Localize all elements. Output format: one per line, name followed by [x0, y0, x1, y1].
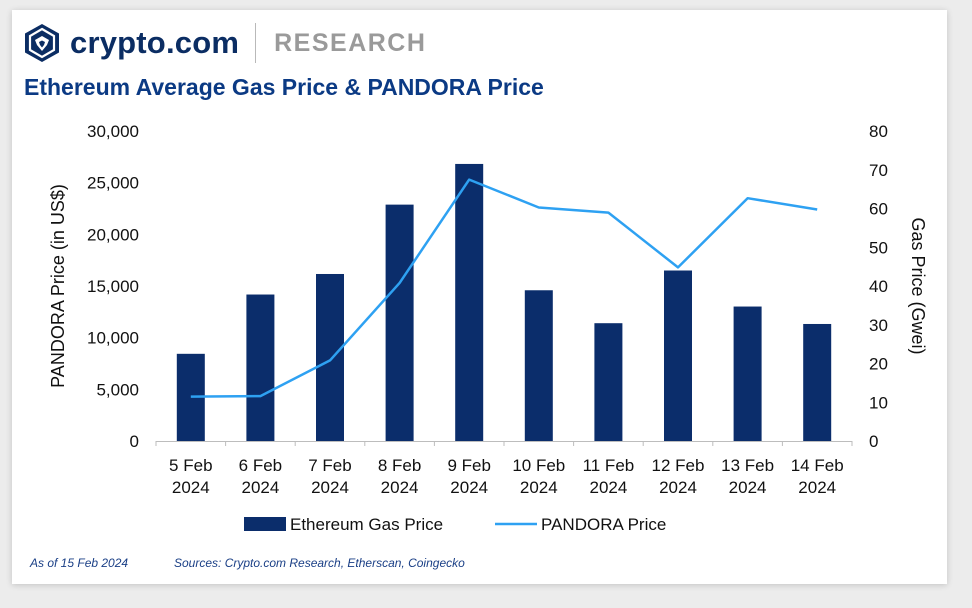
as-of-note: As of 15 Feb 2024	[30, 556, 129, 570]
gas-price-bar	[316, 273, 344, 441]
legend-label-pandora-price: PANDORA Price	[541, 515, 666, 534]
right-axis-tick-label: 0	[869, 432, 878, 451]
sources-note: Sources: Crypto.com Research, Etherscan,…	[174, 556, 465, 570]
x-axis-tick-label: 2024	[798, 478, 836, 497]
left-axis-tick-label: 0	[130, 432, 139, 451]
x-axis-tick-label: 2024	[172, 478, 210, 497]
left-axis-tick-label: 30,000	[87, 122, 139, 141]
pandora-price-line	[190, 178, 818, 398]
left-axis-title: PANDORA Price (in US$)	[48, 184, 68, 388]
right-axis-tick-label: 80	[869, 122, 888, 141]
x-axis-tick-label: 2024	[729, 478, 767, 497]
x-axis-tick-label: 11 Feb	[583, 456, 635, 475]
gas-price-bar	[524, 290, 553, 441]
x-axis-tick-label: 13 Feb	[721, 456, 774, 475]
left-axis-tick-label: 5,000	[96, 380, 139, 399]
gas-price-bar	[803, 323, 832, 441]
x-axis-tick-label: 5 Feb	[169, 456, 212, 475]
x-axis-tick-label: 12 Feb	[652, 456, 705, 475]
gas-price-bar	[455, 163, 484, 441]
x-axis-tick-label: 9 Feb	[447, 456, 490, 475]
gas-price-bar	[664, 270, 692, 441]
x-axis-tick-label: 14 Feb	[791, 456, 844, 475]
right-axis-tick-label: 70	[869, 161, 888, 180]
x-axis-tick-label: 2024	[241, 478, 279, 497]
right-axis-tick-label: 10	[869, 393, 888, 412]
gas-price-bar	[246, 294, 275, 441]
x-axis-tick-label: 2024	[589, 478, 627, 497]
chart-title: Ethereum Average Gas Price & PANDORA Pri…	[24, 74, 544, 100]
right-axis-title: Gas Price (Gwei)	[908, 217, 928, 354]
legend-swatch-gas-price	[244, 517, 286, 531]
gas-price-bar	[594, 323, 623, 441]
x-axis-tick-label: 2024	[311, 478, 349, 497]
section-label: RESEARCH	[274, 28, 427, 57]
x-axis-tick-label: 2024	[520, 478, 558, 497]
right-axis-tick-label: 50	[869, 238, 888, 257]
left-axis-tick-label: 25,000	[87, 174, 139, 193]
x-axis-tick-label: 2024	[659, 478, 697, 497]
x-axis-tick-label: 2024	[381, 478, 419, 497]
gas-price-bar	[733, 306, 762, 441]
x-axis-tick-label: 6 Feb	[239, 456, 282, 475]
right-axis-tick-label: 40	[869, 277, 888, 296]
right-axis-tick-label: 30	[869, 316, 888, 335]
header-divider	[255, 23, 257, 63]
x-axis-tick-label: 2024	[450, 478, 488, 497]
legend-label-gas-price: Ethereum Gas Price	[290, 515, 443, 534]
left-axis-tick-label: 15,000	[87, 277, 139, 296]
x-axis-tick-label: 10 Feb	[512, 456, 565, 475]
brand-header: crypto.com RESEARCH	[24, 22, 426, 64]
x-axis-tick-label: 7 Feb	[308, 456, 351, 475]
crypto-com-lion-shield-icon	[25, 24, 59, 62]
gas-price-bar	[385, 204, 414, 441]
brand-name: crypto.com	[70, 25, 240, 60]
x-axis-tick-label: 8 Feb	[378, 456, 421, 475]
left-axis-tick-label: 20,000	[87, 225, 139, 244]
left-axis-tick-label: 10,000	[87, 329, 139, 348]
right-axis-tick-label: 20	[869, 355, 888, 374]
right-axis-tick-label: 60	[869, 200, 888, 219]
